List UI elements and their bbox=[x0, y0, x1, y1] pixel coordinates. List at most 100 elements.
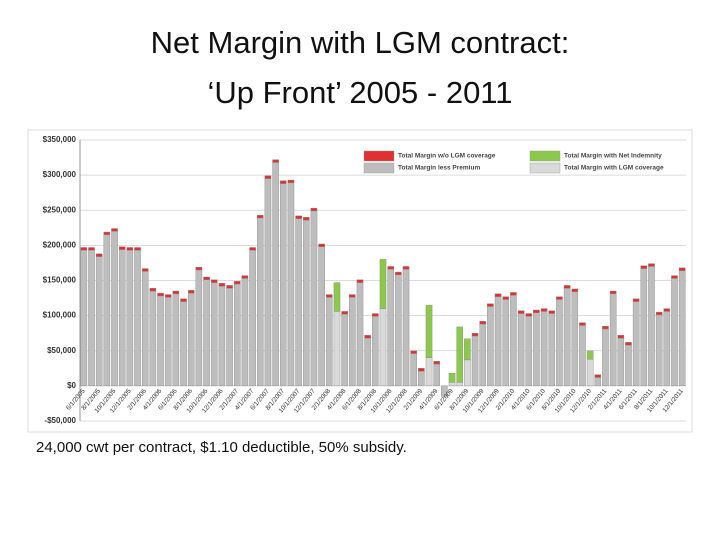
bar-segment bbox=[264, 175, 272, 179]
bar-segment bbox=[571, 288, 579, 292]
bar-segment bbox=[471, 335, 479, 387]
bar-segment bbox=[287, 182, 295, 387]
legend-label: Total Margin with LGM coverage bbox=[564, 165, 664, 172]
bar-segment bbox=[609, 290, 617, 295]
bar-segment bbox=[487, 303, 494, 307]
bar-segment bbox=[226, 285, 233, 289]
legend-swatch bbox=[529, 150, 561, 162]
bar-segment bbox=[563, 285, 571, 289]
bar-segment bbox=[356, 282, 364, 387]
bar-segment bbox=[487, 306, 494, 387]
bar-segment bbox=[655, 311, 663, 316]
bar-segment bbox=[249, 250, 256, 387]
bar-segment bbox=[517, 310, 525, 314]
bar-segment bbox=[157, 292, 164, 297]
bar-segment bbox=[533, 312, 540, 387]
bar-segment bbox=[256, 214, 264, 219]
bar-segment bbox=[594, 377, 602, 387]
bar-segment bbox=[602, 328, 609, 387]
bar-segment bbox=[402, 269, 410, 387]
y-tick-label: $100,000 bbox=[43, 311, 77, 320]
bar-segment bbox=[226, 288, 233, 387]
bar-segment bbox=[364, 337, 371, 387]
bar-segment bbox=[303, 217, 310, 221]
caption: 24,000 cwt per contract, $1.10 deductibl… bbox=[36, 439, 407, 456]
bar-segment bbox=[341, 311, 348, 315]
legend-swatch bbox=[363, 162, 395, 174]
bar-segment bbox=[95, 253, 103, 257]
bar-segment bbox=[195, 269, 203, 387]
bar-segment bbox=[655, 314, 663, 387]
y-tick-label: $200,000 bbox=[43, 240, 77, 249]
bar-segment bbox=[418, 368, 425, 372]
bar-segment bbox=[280, 180, 287, 184]
bar-segment bbox=[395, 271, 402, 276]
bar-segment bbox=[625, 342, 632, 346]
bar-segment bbox=[149, 288, 157, 292]
bar-segment bbox=[303, 219, 310, 387]
bar-segment bbox=[640, 265, 648, 269]
legend-swatch bbox=[363, 150, 395, 162]
bar-segment bbox=[256, 217, 264, 387]
bar-segment bbox=[671, 275, 678, 279]
bar-segment bbox=[134, 247, 141, 251]
bar-segment bbox=[525, 313, 533, 317]
bar-segment bbox=[617, 337, 625, 387]
bar-segment bbox=[433, 363, 440, 387]
bar-segment bbox=[502, 296, 510, 300]
bar-segment bbox=[548, 310, 556, 314]
bar-segment bbox=[118, 246, 126, 250]
bar-segment bbox=[594, 374, 602, 378]
bar-segment bbox=[310, 207, 318, 212]
legend-label: Total Margin less Premium bbox=[398, 165, 480, 172]
bar-segment bbox=[602, 325, 609, 330]
bar-segment bbox=[533, 309, 540, 314]
bar-segment bbox=[333, 282, 341, 312]
bar-segment bbox=[287, 179, 295, 184]
bar-segment bbox=[264, 178, 272, 387]
bar-segment bbox=[556, 299, 563, 387]
bar-segment bbox=[494, 296, 502, 387]
bar-segment bbox=[218, 285, 226, 387]
bar-segment bbox=[464, 359, 471, 387]
bar-segment bbox=[318, 246, 325, 387]
bar-segment bbox=[671, 278, 678, 387]
bar-segment bbox=[172, 290, 180, 295]
legend-label: Total Margin with Net Indemnity bbox=[564, 153, 662, 160]
bar-segment bbox=[663, 308, 671, 312]
bar-segment bbox=[494, 293, 502, 297]
bar-segment bbox=[149, 290, 157, 387]
bar-segment bbox=[103, 231, 111, 236]
bar-segment bbox=[678, 267, 686, 271]
bar-segment bbox=[517, 313, 525, 387]
bar-segment bbox=[464, 338, 471, 361]
bar-segment bbox=[525, 316, 533, 387]
bar-segment bbox=[218, 283, 226, 287]
bar-segment bbox=[448, 382, 456, 387]
bar-segment bbox=[126, 247, 134, 251]
bar-segment bbox=[326, 294, 333, 298]
bar-segment bbox=[625, 344, 632, 387]
bar-segment bbox=[579, 325, 586, 387]
bar-segment bbox=[280, 183, 287, 387]
bar-segment bbox=[233, 281, 241, 285]
bar-segment bbox=[510, 292, 517, 296]
title-line: ‘Up Front’ 2005 - 2011 bbox=[207, 75, 512, 110]
bar-segment bbox=[80, 247, 88, 251]
bar-segment bbox=[372, 316, 379, 387]
bar-segment bbox=[241, 275, 249, 279]
bar-segment bbox=[88, 247, 95, 251]
y-tick-label: $300,000 bbox=[43, 170, 77, 179]
bar-segment bbox=[118, 249, 126, 387]
bar-segment bbox=[203, 276, 210, 280]
bar-segment bbox=[563, 288, 571, 387]
bar-segment bbox=[111, 228, 118, 232]
bar-segment bbox=[410, 353, 417, 387]
bar-segment bbox=[326, 297, 333, 387]
bar-segment bbox=[586, 358, 594, 387]
bar-segment bbox=[632, 301, 640, 387]
bar-segment bbox=[210, 279, 218, 283]
bar-segment bbox=[164, 294, 172, 298]
bar-segment bbox=[134, 250, 141, 387]
bar-segment bbox=[241, 278, 249, 387]
